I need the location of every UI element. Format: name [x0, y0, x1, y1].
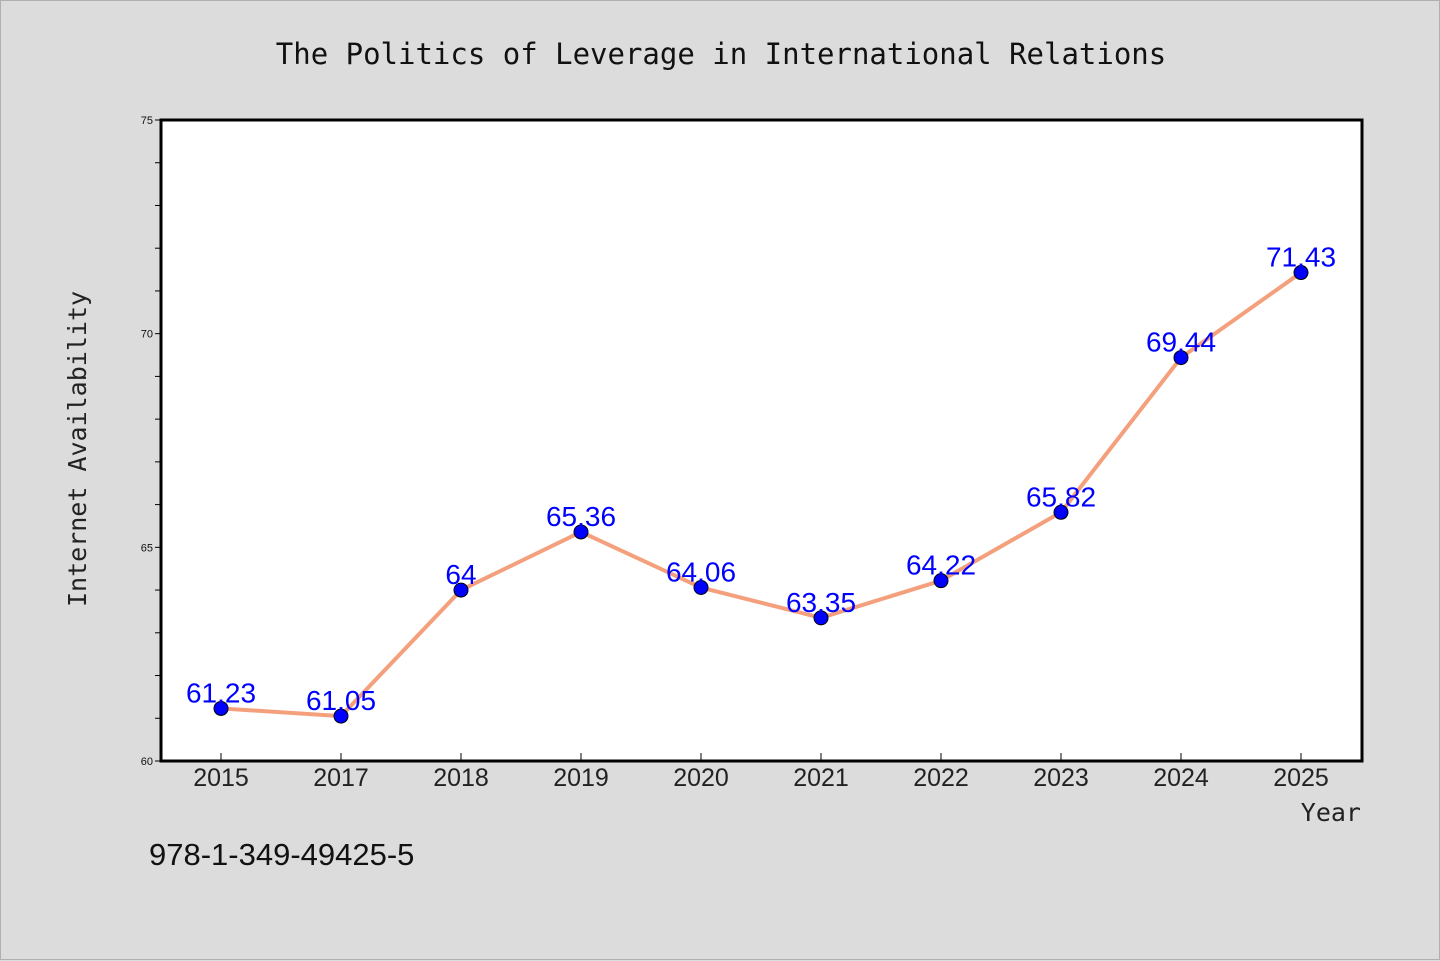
- data-point: [693, 580, 709, 596]
- data-point: [813, 610, 829, 626]
- data-label: 61.23: [186, 677, 256, 708]
- series-group: [213, 265, 1309, 724]
- plot-area: [159, 118, 1364, 763]
- data-point: [1053, 504, 1069, 520]
- data-point: [213, 700, 229, 716]
- x-tick-label: 2017: [313, 764, 369, 792]
- y-tick-label: 70: [141, 329, 153, 341]
- x-axis-label: Year: [1301, 798, 1361, 827]
- x-tick-label: 2018: [433, 764, 489, 792]
- data-point: [1173, 350, 1189, 366]
- series-line: [220, 270, 1303, 719]
- data-label: 64.22: [906, 550, 976, 581]
- x-axis: 2015 2017 2018 2019 2020 2021 2022 2023 2024 2025: [193, 753, 1329, 792]
- x-tick-label: 2022: [913, 764, 969, 792]
- data-label: 69.44: [1146, 327, 1216, 358]
- data-label: 64: [445, 559, 476, 590]
- data-label: 71.43: [1266, 242, 1336, 273]
- chart-title: The Politics of Leverage in Internationa…: [276, 37, 1166, 71]
- data-label: 64.06: [666, 557, 736, 588]
- x-tick-label: 2024: [1153, 764, 1209, 792]
- x-tick-label: 2020: [673, 764, 729, 792]
- data-label: 65.82: [1026, 481, 1096, 512]
- data-point: [333, 708, 349, 724]
- data-label: 61.05: [306, 685, 376, 716]
- data-point: [1293, 265, 1309, 281]
- data-labels: 61.23 61.05 64 65.36 64.06 63.35 64.22 65.82 69.…: [186, 242, 1336, 717]
- data-label: 65.36: [546, 501, 616, 532]
- x-tick-label: 2025: [1273, 764, 1329, 792]
- y-axis: 60 65 70 75: [141, 115, 161, 768]
- data-point: [933, 573, 949, 589]
- y-tick-label: 60: [141, 756, 153, 768]
- y-tick-label: 65: [141, 542, 153, 554]
- isbn-text: 978-1-349-49425-5: [149, 837, 414, 872]
- x-tick-label: 2023: [1033, 764, 1089, 792]
- y-axis-label: Internet Availability: [63, 291, 92, 607]
- x-tick-label: 2015: [193, 764, 249, 792]
- data-label: 63.35: [786, 587, 856, 618]
- data-point: [453, 582, 469, 598]
- data-point: [573, 524, 589, 540]
- x-tick-label: 2019: [553, 764, 609, 792]
- y-tick-label: 75: [141, 115, 153, 127]
- x-tick-label: 2021: [793, 764, 849, 792]
